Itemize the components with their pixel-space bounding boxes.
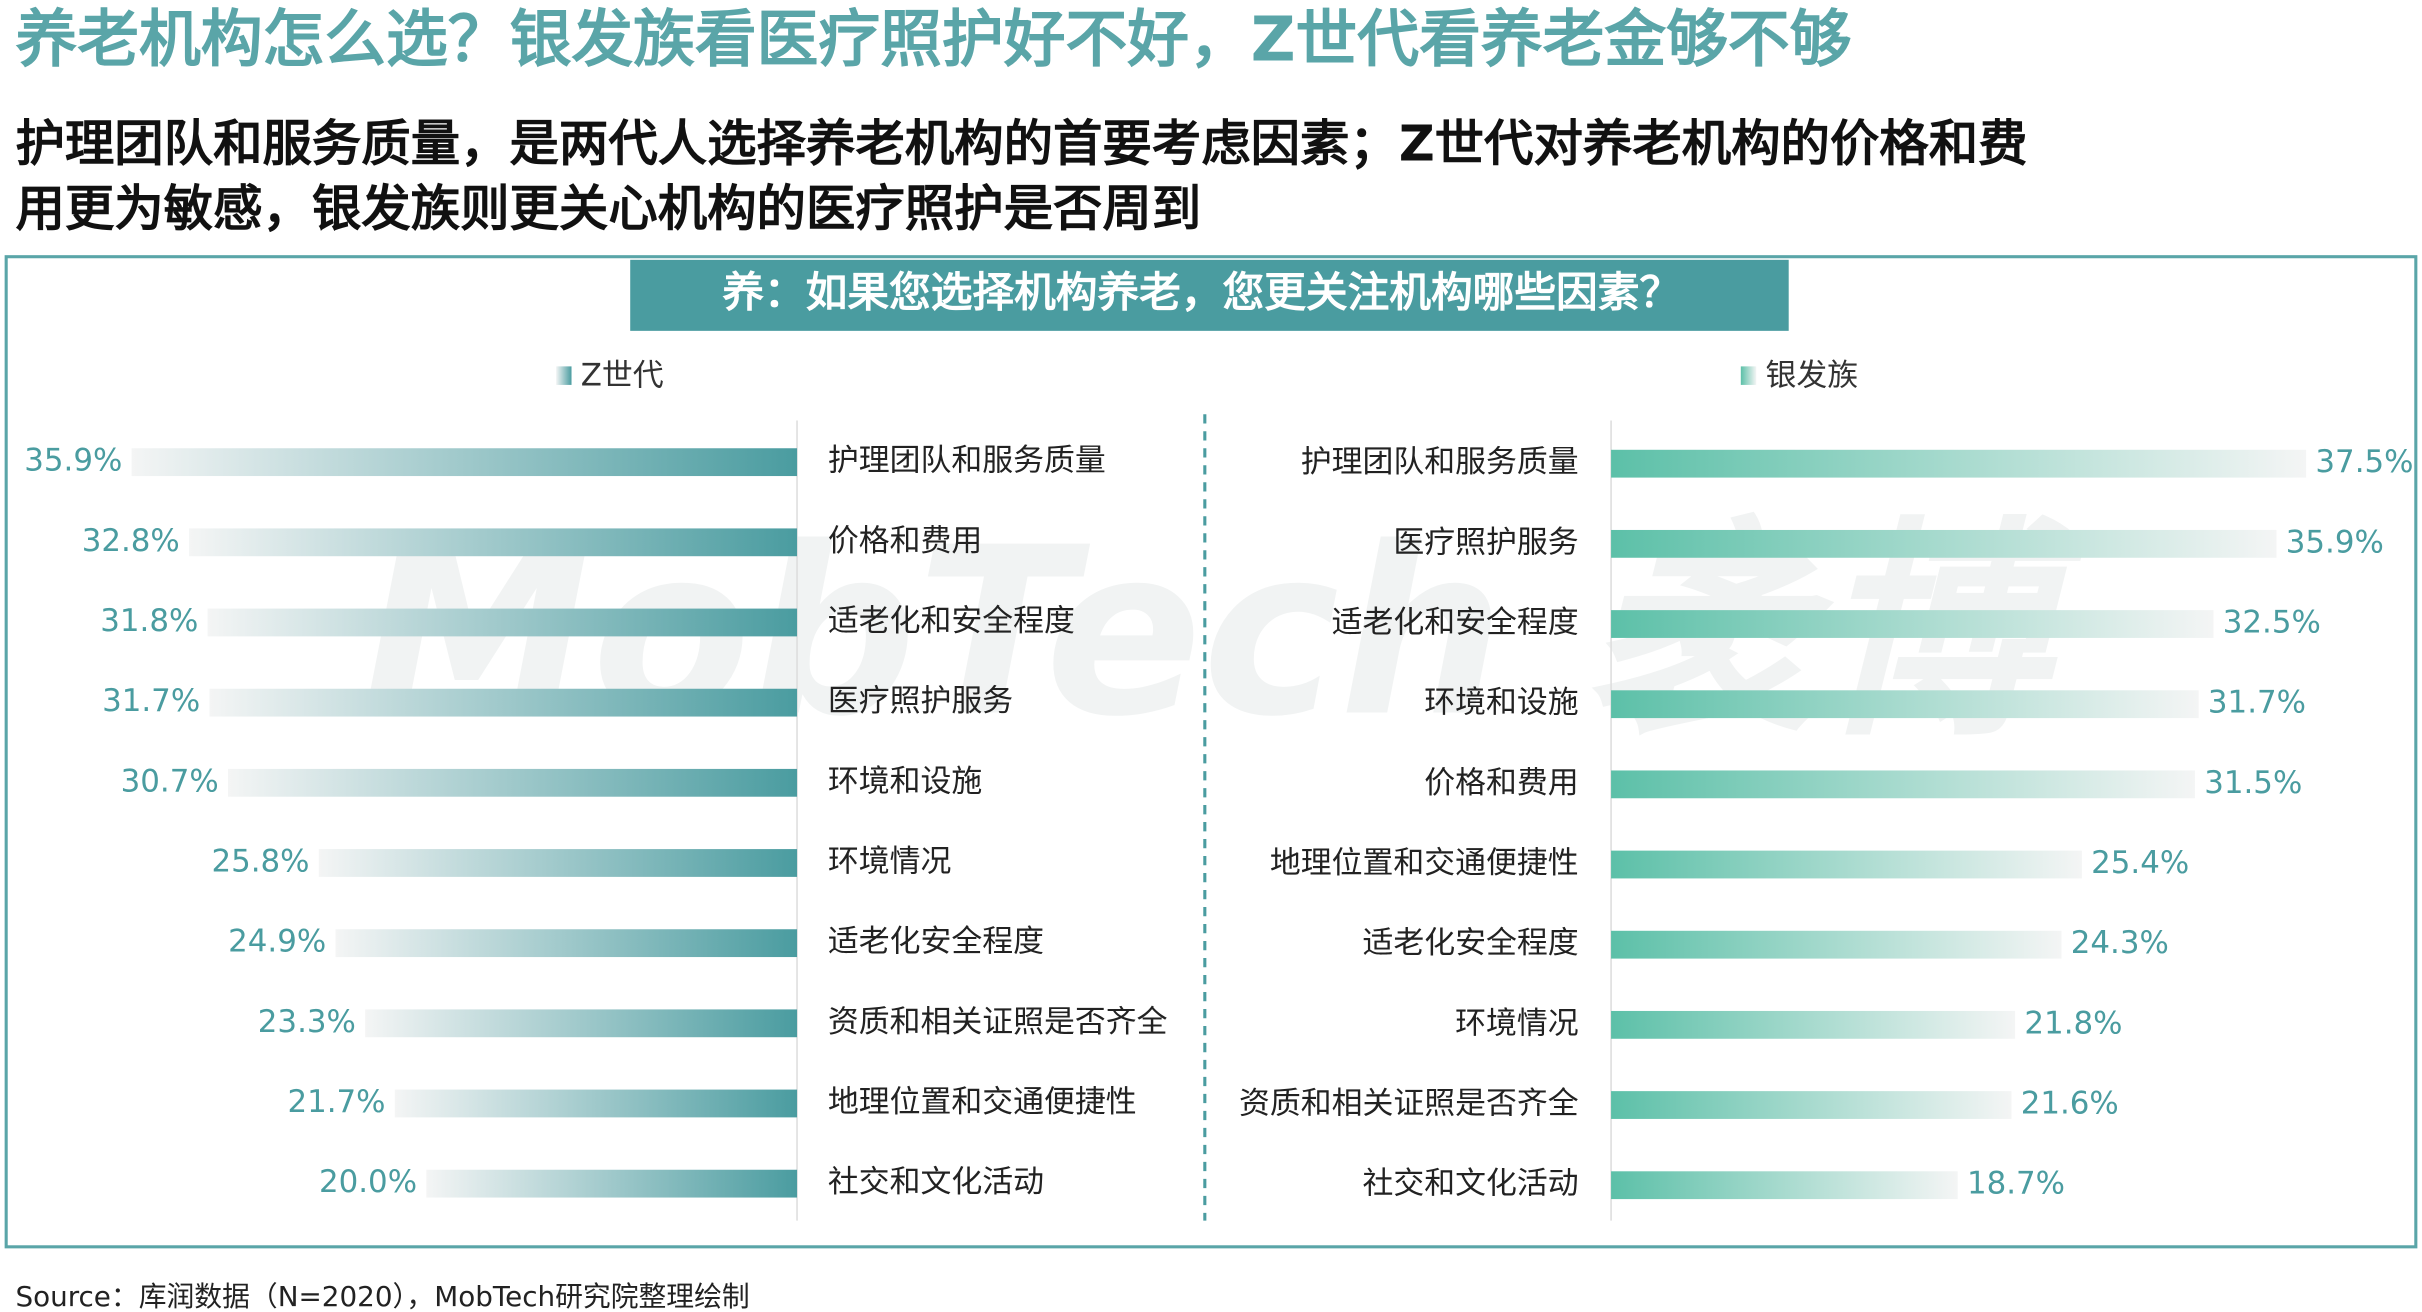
subtitle: 护理团队和服务质量，是两代人选择养老机构的首要考虑因素；Z世代对养老机构的价格和… [15,115,2027,173]
category-label: 适老化和安全程度 [828,603,1075,639]
bar [1611,1171,1958,1200]
value-label: 31.7% [2208,685,2306,721]
category-label: 地理位置和交通便捷性 [828,1084,1137,1120]
category-label: 环境和设施 [1424,685,1578,721]
bar [207,608,798,637]
bar [335,929,798,958]
category-label: 医疗照护服务 [828,683,1013,719]
category-label: 适老化和安全程度 [1332,605,1579,641]
subtitle: 用更为敏感，银发族则更关心机构的医疗照护是否周到 [15,179,1201,237]
category-label: 环境情况 [828,843,951,879]
category-label: 护理团队和服务质量 [828,443,1106,479]
category-label: 地理位置和交通便捷性 [1270,845,1579,881]
bar [209,688,798,717]
category-label: 价格和费用 [1424,765,1578,801]
bar [394,1089,798,1118]
value-label: 32.8% [82,523,180,559]
bar [1611,930,2062,959]
value-label: 31.7% [102,683,200,719]
bar [365,1009,798,1038]
bar [1611,529,2277,558]
legend-label: Z世代 [581,358,664,394]
bar [1611,850,2082,879]
value-label: 21.8% [2024,1005,2122,1041]
category-label: 价格和费用 [828,523,982,559]
category-label: 环境和设施 [828,763,982,799]
value-label: 35.9% [24,443,122,479]
bar [426,1169,798,1198]
category-label: 社交和文化活动 [1363,1166,1579,1202]
category-label: 适老化安全程度 [1363,925,1579,961]
category-label: 社交和文化活动 [828,1164,1044,1200]
bar [1611,1091,2012,1119]
category-label: 环境情况 [1455,1005,1579,1041]
bar [189,528,798,557]
value-label: 21.7% [287,1084,385,1120]
value-label: 30.7% [121,763,219,799]
bar [227,768,798,797]
value-label: 25.4% [2091,845,2189,881]
bar [1611,770,2195,799]
frame [4,255,2418,1249]
value-label: 20.0% [319,1164,417,1200]
bar [131,448,798,477]
question-banner [630,259,1789,331]
category-label: 适老化安全程度 [828,924,1044,960]
legend-label: 银发族 [1766,358,1859,394]
question: 养：如果您选择机构养老，您更关注机构哪些因素？ [722,267,1681,316]
bar [1611,690,2199,719]
value-label: 31.5% [2204,765,2302,801]
category-label: 医疗照护服务 [1393,524,1578,560]
bar [1611,610,2214,638]
value-label: 25.8% [211,843,309,879]
value-label: 31.8% [100,603,198,639]
value-label: 24.3% [2071,925,2169,961]
value-label: 32.5% [2223,605,2321,641]
source: Source：库润数据（N=2020），MobTech研究院整理绘制 [15,1280,749,1312]
bar [1611,1010,2016,1039]
bar [318,849,798,877]
value-label: 21.6% [2021,1086,2119,1122]
category-label: 护理团队和服务质量 [1301,444,1579,480]
value-label: 23.3% [258,1004,356,1040]
category-label: 资质和相关证照是否齐全 [828,1004,1168,1040]
value-label: 24.9% [228,924,326,960]
category-label: 资质和相关证照是否齐全 [1239,1086,1579,1122]
value-label: 37.5% [2315,444,2413,480]
value-label: 18.7% [1967,1166,2065,1202]
bar [1611,449,2307,478]
legend-swatch [1740,366,1757,385]
legend-swatch [556,366,572,385]
value-label: 35.9% [2286,524,2384,560]
page-title: 养老机构怎么选？银发族看医疗照护好不好，Z世代看养老金够不够 [15,4,1851,76]
